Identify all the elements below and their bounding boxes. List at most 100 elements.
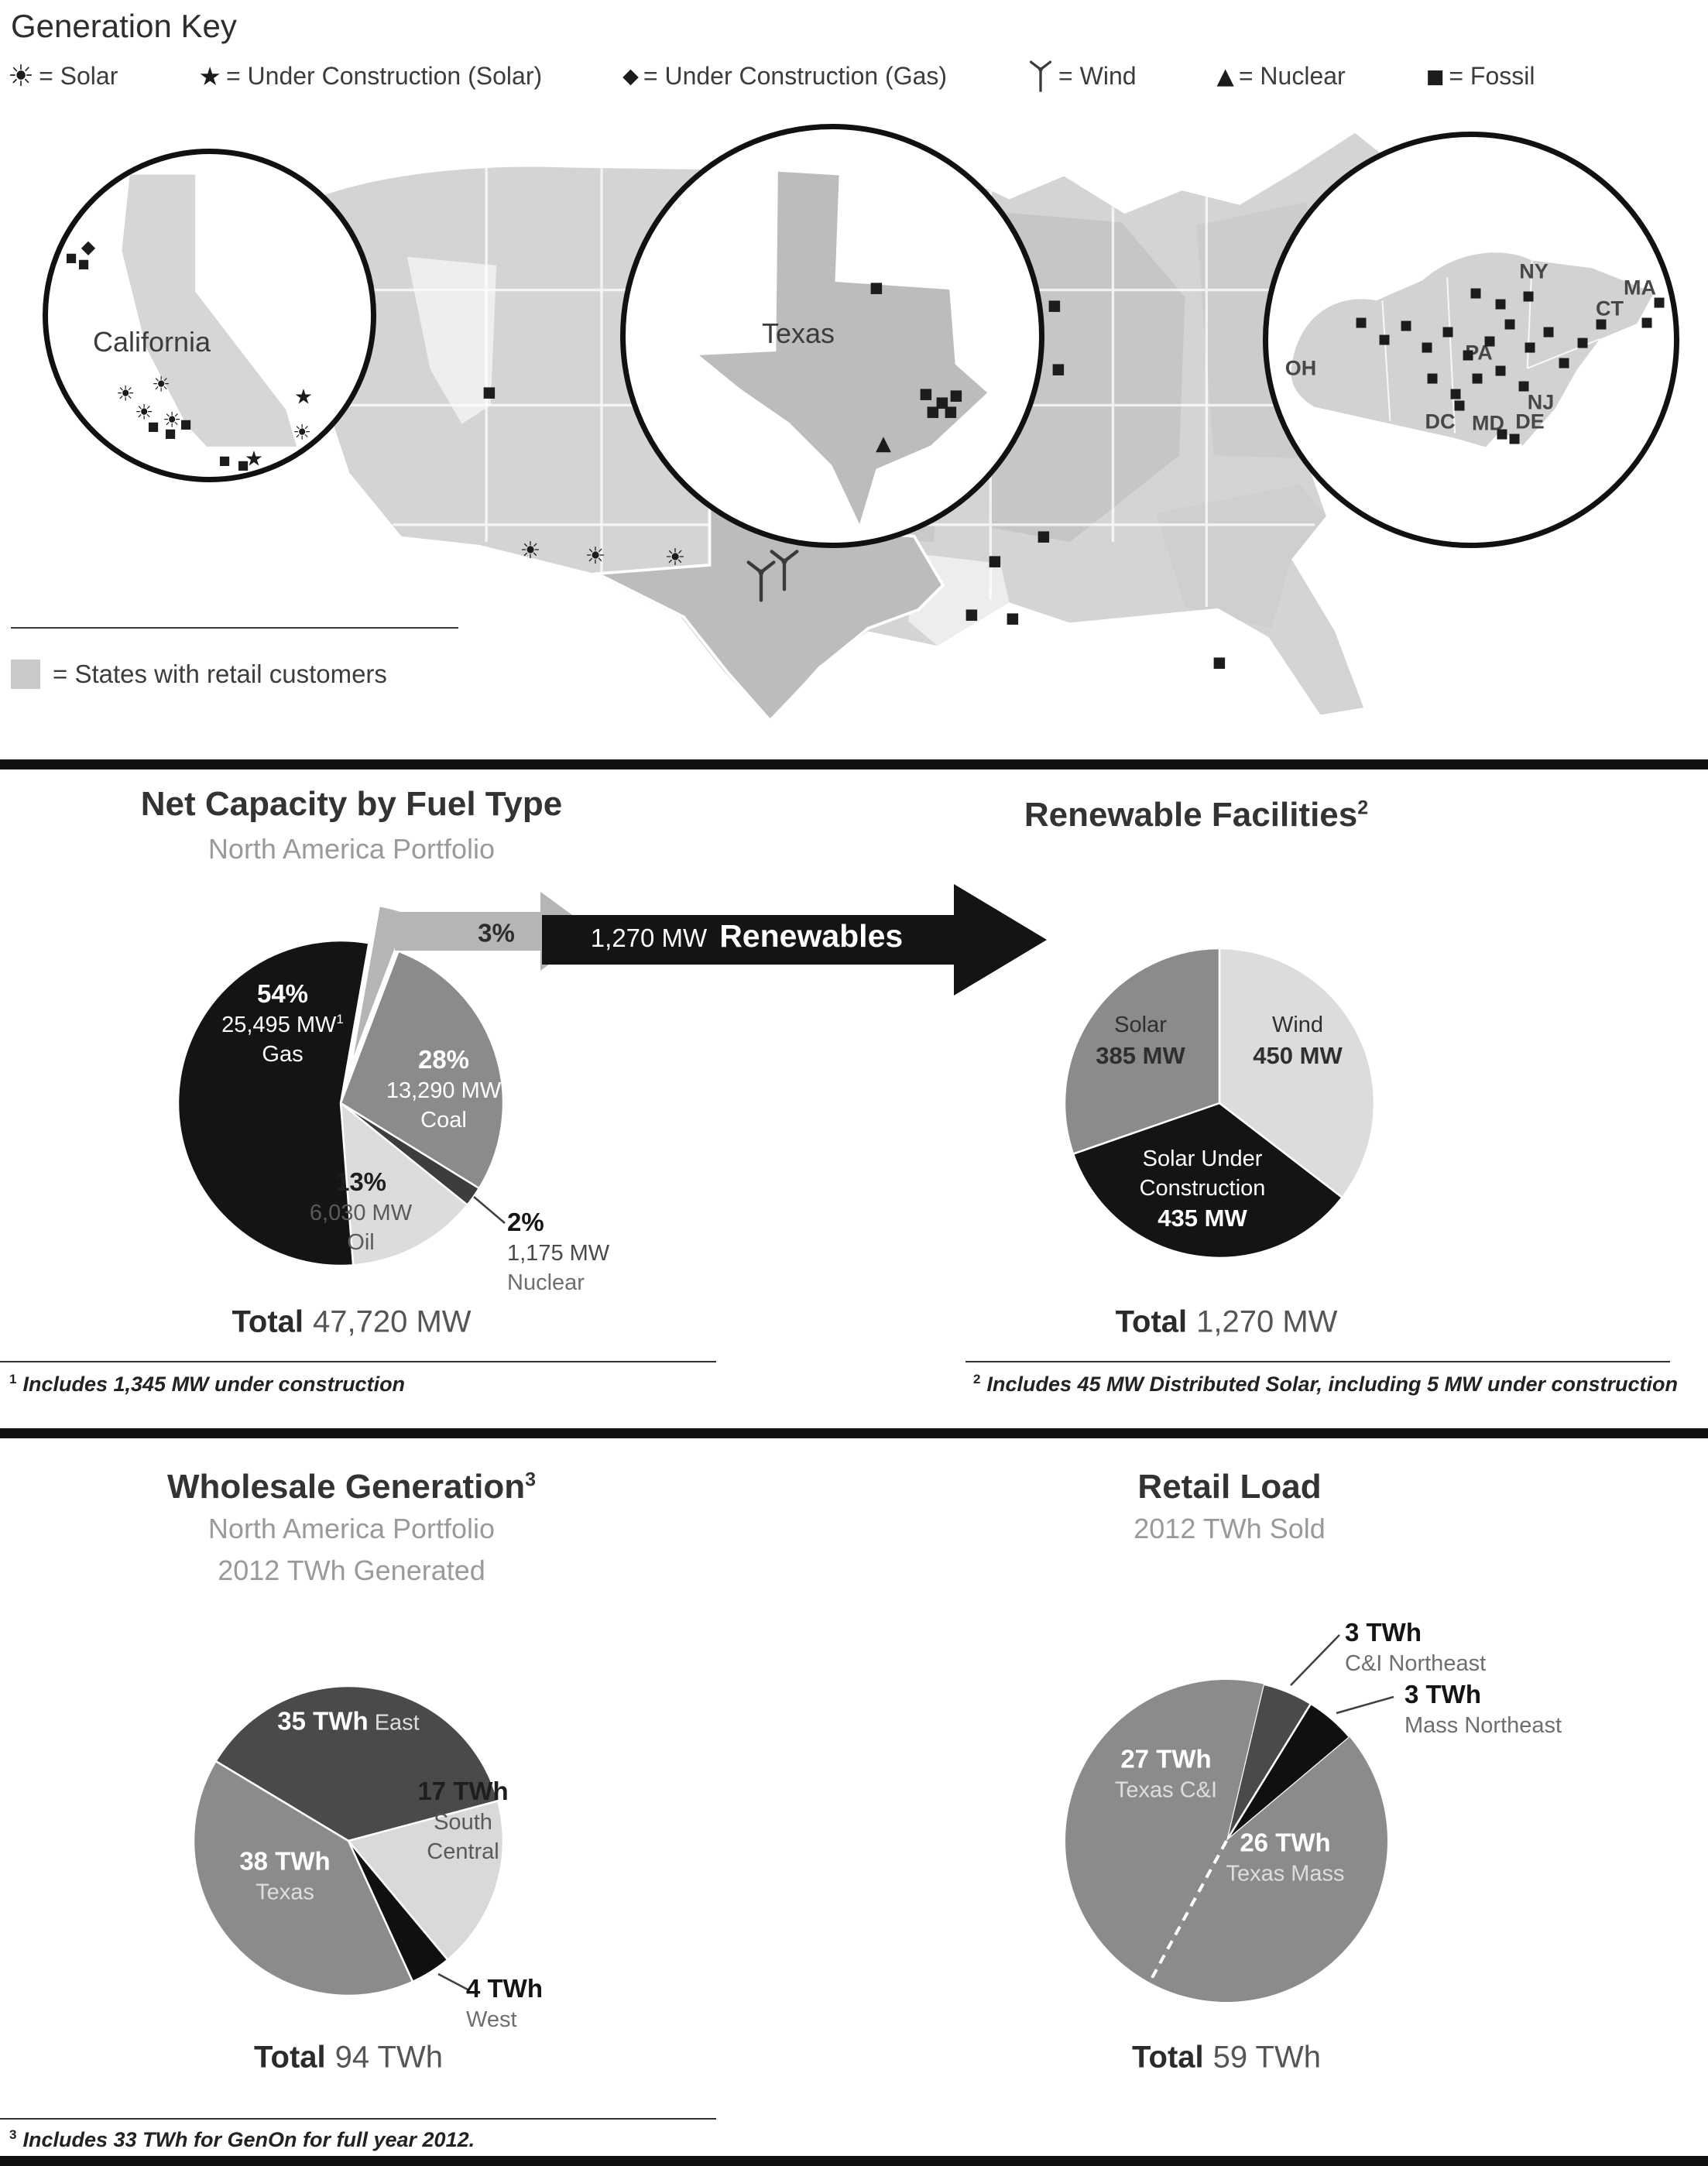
- fossil-icon: ■: [218, 453, 231, 468]
- coal-slice-label: 28% 13,290 MW Coal: [386, 1044, 502, 1133]
- nuclear-slice-label: 2% 1,175 MW Nuclear: [507, 1208, 610, 1295]
- solar-icon: ☀: [115, 382, 135, 406]
- legend-label: = Solar: [39, 61, 118, 90]
- netcap-title: Net Capacity by Fuel Type: [140, 785, 563, 823]
- texas-zoom-circle: Texas ■ ■ ■ ■ ■ ■ ▲: [620, 124, 1044, 548]
- gas-slice-label: 54% 25,495 MW1 Gas: [221, 978, 344, 1067]
- legend-item-fossil: ■ = Fossil: [1426, 62, 1535, 91]
- solar-icon: ☀: [292, 420, 312, 445]
- south-central-slice-label: 17 TWh South Central: [417, 1776, 509, 1864]
- texas-ci-slice-label: 27 TWh Texas C&I: [1114, 1744, 1218, 1803]
- fossil-icon: ■: [1557, 355, 1571, 371]
- fossil-icon: ■: [919, 385, 933, 403]
- texas-label: Texas: [761, 317, 835, 349]
- fossil-icon: ■: [1425, 370, 1439, 386]
- fossil-icon: ■: [1503, 316, 1517, 332]
- fossil-icon: ■: [1441, 324, 1455, 340]
- legend-item-wind: = Wind: [1027, 59, 1137, 93]
- fossil-icon: ■: [77, 256, 90, 271]
- fossil-icon: ■: [1495, 426, 1509, 442]
- renewable-facilities-pie-chart: [1063, 947, 1376, 1260]
- fossil-icon: ■: [1425, 64, 1445, 87]
- generation-key-title: Generation Key: [11, 8, 237, 44]
- ct-label: CT: [1596, 296, 1624, 320]
- section-divider: [0, 1428, 1708, 1438]
- legend-item-solar-uc: ★ = Under Construction (Solar): [198, 62, 542, 91]
- legend-label: = Nuclear: [1238, 61, 1346, 90]
- legend-item-nuclear: ▲ = Nuclear: [1217, 62, 1346, 91]
- generation-key-legend: ☀ = Solar ★ = Under Construction (Solar)…: [8, 59, 1535, 93]
- solar-under-construction-icon: ★: [198, 60, 221, 91]
- renewables-arrow-label: 1,270 MW Renewables: [590, 918, 904, 954]
- fossil-icon: ■: [1483, 333, 1497, 349]
- fossil-icon: ■: [147, 419, 159, 434]
- legend-label: = Under Construction (Solar): [225, 61, 543, 90]
- legend-item-solar: ☀ = Solar: [8, 61, 118, 91]
- fossil-icon: ■: [926, 403, 940, 420]
- california-state: [119, 172, 300, 450]
- fossil-icon: ■: [1521, 288, 1535, 304]
- fossil-icon: ■: [1420, 339, 1434, 355]
- netcap-total: Total 47,720 MW: [232, 1304, 472, 1339]
- fossil-icon: ■: [1470, 370, 1484, 386]
- renewables-arrow: [395, 884, 1047, 996]
- retail-title: Retail Load: [1137, 1468, 1322, 1506]
- footnote2-rule: [965, 1361, 1670, 1362]
- california-zoom-circle: California ◆ ■ ■ ☀ ☀ ☀ ☀ ■ ■ ■ ★ ★ ☀ ■ ■: [43, 149, 376, 482]
- fossil-icon: ■: [164, 426, 177, 440]
- retail-legend-rule: [11, 627, 458, 629]
- solar-slice-label: Solar 385 MW: [1096, 1013, 1185, 1069]
- ma-label: MA: [1624, 276, 1656, 300]
- solar-icon: ☀: [134, 400, 154, 425]
- ny-label: NY: [1519, 259, 1549, 283]
- renewables-title: Renewable Facilities2: [1024, 796, 1369, 834]
- footnote1-rule: [0, 1361, 716, 1362]
- footnote-2: 2 Includes 45 MW Distributed Solar, inclu…: [973, 1372, 1679, 1396]
- fossil-icon: ■: [949, 386, 963, 404]
- california-label: California: [93, 326, 211, 358]
- wholesale-subtitle2: 2012 TWh Generated: [218, 1554, 485, 1586]
- fossil-icon: ■: [869, 279, 883, 296]
- fossil-icon: ■: [1469, 285, 1483, 301]
- fossil-icon: ■: [180, 416, 192, 431]
- legend-item-gas-uc: ◆ = Under Construction (Gas): [622, 62, 947, 91]
- fossil-icon: ■: [935, 393, 949, 411]
- solar-uc-icon: ★: [293, 385, 314, 410]
- fossil-icon: ■: [1494, 362, 1507, 379]
- retail-load-pie-chart: [1065, 1680, 1387, 2002]
- fossil-icon: ■: [944, 403, 958, 420]
- east-slice-label: 35 TWh East: [277, 1706, 420, 1736]
- legend-label: = Under Construction (Gas): [643, 61, 948, 90]
- solar-uc-slice-label: Solar Under Construction 435 MW: [1139, 1146, 1266, 1232]
- mass-northeast-label: 3 TWh Mass Northeast: [1404, 1680, 1562, 1738]
- wholesale-generation-pie-chart: [192, 1684, 505, 1997]
- fossil-icon: ■: [1377, 331, 1391, 348]
- section-divider: [0, 759, 1708, 769]
- fossil-icon: ■: [1652, 294, 1666, 310]
- fossil-icon: ■: [1594, 316, 1608, 332]
- nj-label: NJ: [1527, 390, 1555, 414]
- pa-label: PA: [1465, 341, 1493, 365]
- fossil-icon: ■: [1523, 339, 1537, 355]
- footnote-3: 3 Includes 33 TWh for GenOn for full year…: [9, 2127, 475, 2151]
- fossil-icon: ■: [1449, 386, 1463, 402]
- legend-label: = Fossil: [1449, 61, 1535, 90]
- wholesale-title: Wholesale Generation3: [166, 1468, 537, 1506]
- fossil-icon: ■: [1461, 347, 1475, 363]
- renewables-slice-label: 3%: [478, 918, 515, 948]
- footnote3-rule: [0, 2118, 716, 2120]
- fossil-icon: ■: [1507, 430, 1521, 447]
- solar-icon: ☀: [8, 59, 35, 93]
- west-slice-label: 4 TWh West: [466, 1974, 543, 2032]
- footnote-1: 1 Includes 1,345 MW under construction: [9, 1372, 406, 1396]
- oh-label: OH: [1284, 356, 1317, 380]
- northeast-states: [1291, 252, 1655, 447]
- wholesale-subtitle1: North America Portfolio: [207, 1513, 496, 1544]
- fossil-icon: ■: [1640, 314, 1654, 331]
- net-capacity-pie-chart: [177, 904, 505, 1267]
- solar-icon: ☀: [162, 408, 182, 433]
- fossil-icon: ■: [237, 458, 249, 472]
- fossil-icon: ■: [1452, 397, 1466, 413]
- gas-under-construction-icon: ◆: [622, 63, 639, 88]
